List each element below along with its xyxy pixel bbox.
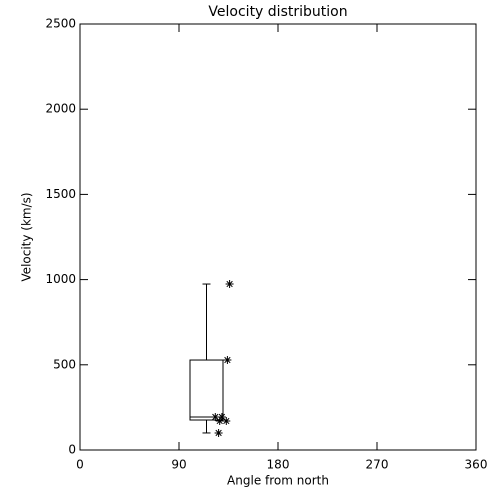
y-tick-label: 500 <box>53 357 76 371</box>
x-tick-label: 0 <box>76 458 84 472</box>
y-tick-label: 1500 <box>45 187 76 201</box>
y-tick-label: 2000 <box>45 102 76 116</box>
y-axis-label: Velocity (km/s) <box>20 192 34 281</box>
x-tick-label: 180 <box>267 458 290 472</box>
y-tick-label: 0 <box>68 443 76 457</box>
x-axis-label: Angle from north <box>227 474 329 488</box>
x-tick-label: 360 <box>465 458 488 472</box>
y-tick-label: 1000 <box>45 272 76 286</box>
y-tick-label: 2500 <box>45 17 76 31</box>
chart-title: Velocity distribution <box>208 4 347 20</box>
outlier-point <box>223 356 232 365</box>
x-tick-label: 270 <box>366 458 389 472</box>
outlier-point <box>222 417 231 426</box>
outlier-point <box>214 428 223 437</box>
x-tick-label: 90 <box>171 458 186 472</box>
outlier-point <box>225 280 234 289</box>
outlier-point <box>215 417 224 426</box>
outlier-point <box>211 412 220 421</box>
outlier-point <box>217 412 226 421</box>
